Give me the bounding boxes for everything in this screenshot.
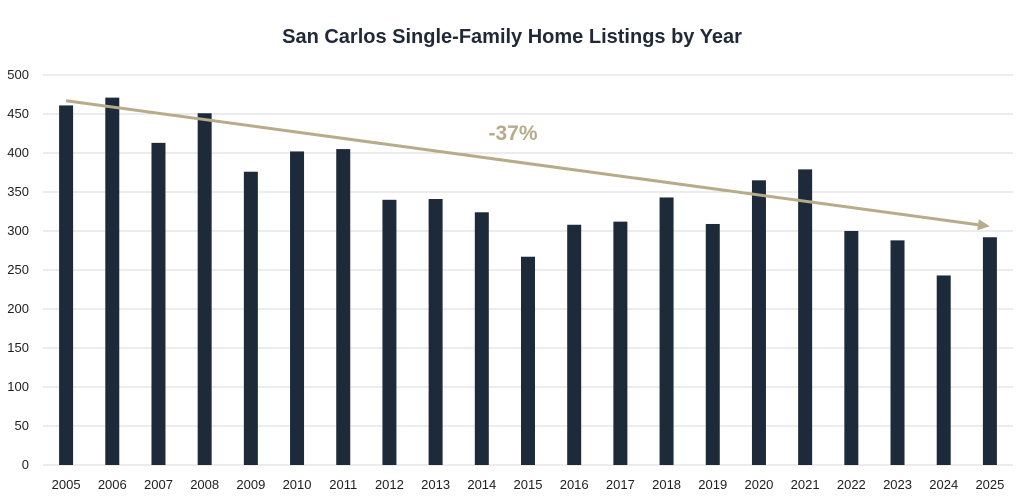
y-tick-label: 150 [7, 340, 29, 355]
bar-2013 [428, 199, 443, 465]
x-tick-label: 2020 [744, 477, 773, 492]
x-tick-label: 2005 [52, 477, 81, 492]
x-tick-label: 2019 [698, 477, 727, 492]
trend-annotation: -37% [488, 122, 537, 145]
x-tick-label: 2008 [190, 477, 219, 492]
bar-2022 [844, 231, 859, 465]
bar-2018 [659, 197, 674, 465]
x-tick-label: 2016 [560, 477, 589, 492]
x-tick-label: 2011 [329, 477, 357, 492]
bar-2007 [151, 142, 166, 466]
x-tick-label: 2007 [144, 477, 173, 492]
y-tick-label: 50 [15, 418, 29, 433]
bar-2023 [890, 240, 905, 465]
y-tick-label: 250 [7, 262, 29, 277]
bar-2012 [382, 199, 397, 466]
bar-2024 [936, 275, 951, 465]
bar-2009 [243, 171, 258, 465]
y-tick-label: 0 [22, 457, 29, 472]
chart-title: San Carlos Single-Family Home Listings b… [282, 26, 742, 48]
x-tick-label: 2025 [975, 477, 1004, 492]
y-tick-label: 500 [7, 67, 29, 82]
bar-2016 [567, 224, 582, 465]
y-tick-label: 450 [7, 106, 29, 121]
x-tick-label: 2014 [467, 477, 496, 492]
x-tick-label: 2009 [236, 477, 265, 492]
y-tick-label: 300 [7, 223, 29, 238]
bar-2005 [59, 105, 74, 466]
x-tick-label: 2013 [421, 477, 450, 492]
y-tick-label: 400 [7, 145, 29, 160]
axis-labels: 0 50 100 150 200 250 300 350 400 450 500 2005 2006 20… [7, 67, 1004, 492]
x-tick-label: 2010 [283, 477, 312, 492]
bar-2017 [613, 221, 628, 465]
bar-2025 [982, 237, 997, 465]
y-tick-label: 100 [7, 379, 29, 394]
y-tick-label: 350 [7, 184, 29, 199]
bar-2006 [105, 97, 120, 466]
x-tick-label: 2023 [883, 477, 912, 492]
x-tick-label: 2006 [98, 477, 127, 492]
x-tick-label: 2024 [929, 477, 958, 492]
x-tick-label: 2018 [652, 477, 681, 492]
trend-arrow-head [977, 219, 990, 231]
bar-2014 [474, 212, 489, 465]
trend-arrow-line [65, 99, 979, 227]
bar-2020 [751, 180, 766, 466]
bars [59, 97, 997, 466]
bar-2010 [290, 151, 305, 465]
x-tick-label: 2017 [606, 477, 635, 492]
bar-2015 [521, 256, 535, 465]
bar-2021 [798, 169, 813, 465]
x-tick-label: 2012 [375, 477, 404, 492]
bar-2011 [336, 149, 351, 465]
trend-line [65, 99, 990, 231]
y-tick-label: 200 [7, 301, 29, 316]
bar-2019 [705, 223, 720, 465]
bar-2008 [197, 113, 212, 465]
x-tick-label: 2021 [791, 477, 820, 492]
x-tick-label: 2015 [514, 477, 543, 492]
x-tick-label: 2022 [837, 477, 866, 492]
